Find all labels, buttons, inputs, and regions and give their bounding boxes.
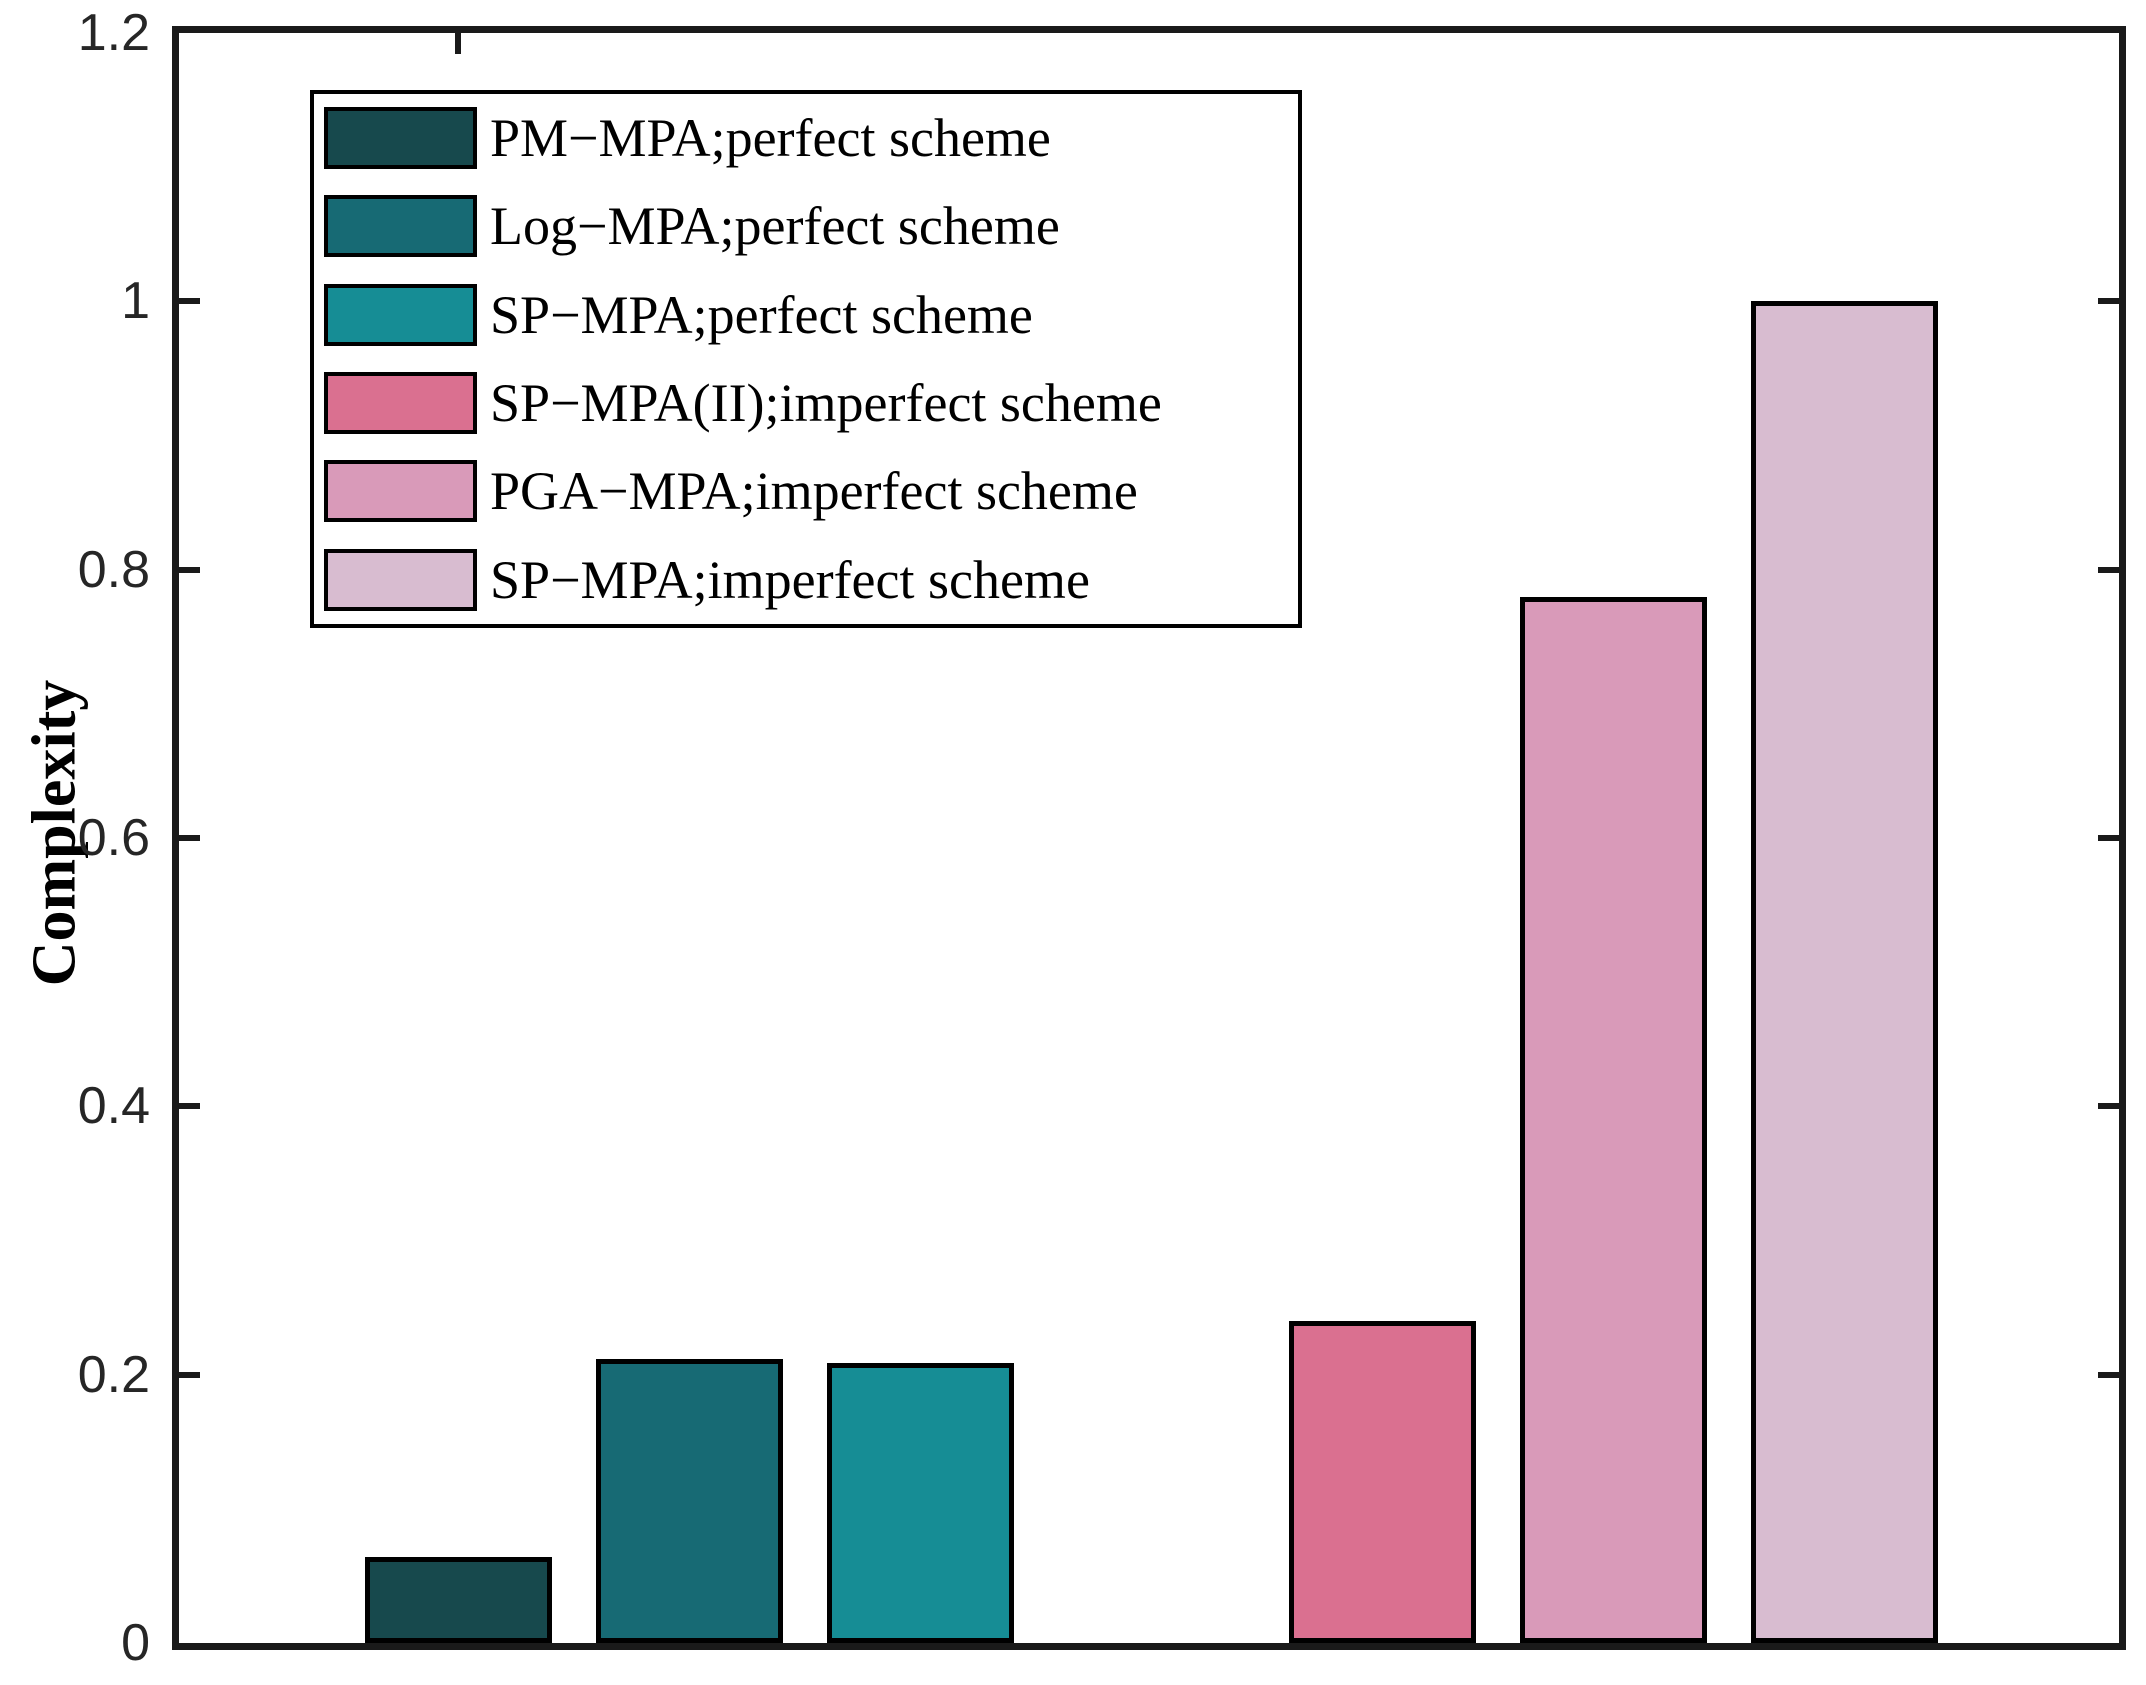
legend-swatch-2 [324,195,477,258]
y-tick-right [2098,835,2119,841]
y-tick-label-0.8: 0.8 [77,540,150,599]
legend-swatch-1 [324,107,477,170]
plot-area [179,33,2119,1643]
bar-6 [1750,301,1938,1643]
y-tick-label-0: 0 [121,1614,150,1672]
legend-label-6: SP−MPA;imperfect scheme [490,549,1090,610]
y-tick-label-0.6: 0.6 [77,809,150,867]
bar-3 [826,1362,1014,1643]
legend-row-2: Log−MPA;perfect scheme [324,195,1298,258]
y-tick-right [2098,566,2119,573]
legend-row-3: SP−MPA;perfect scheme [324,283,1298,346]
bar-2 [595,1358,783,1643]
legend-label-3: SP−MPA;perfect scheme [490,284,1033,345]
legend-swatch-6 [324,548,477,611]
y-tick-left [179,298,200,305]
legend-box: PM−MPA;perfect scheme Log−MPA;perfect sch… [310,90,1302,628]
y-tick-right [2098,298,2119,305]
y-tick-left [179,1103,200,1110]
legend-swatch-4 [324,372,477,435]
y-tick-left [179,1371,200,1378]
y-tick-label-1.2: 1.2 [77,4,150,62]
y-tick-left [179,566,200,573]
y-tick-label-1: 1 [121,272,150,331]
legend-label-4: SP−MPA(II);imperfect scheme [490,373,1162,434]
legend-row-5: PGA−MPA;imperfect scheme [324,460,1298,523]
legend-swatch-5 [324,460,477,523]
bar-5 [1519,596,1707,1643]
bar-1 [364,1557,552,1643]
legend-label-5: PGA−MPA;imperfect scheme [490,461,1138,522]
y-tick-right [2098,1103,2119,1110]
y-tick-label-0.4: 0.4 [77,1077,150,1136]
legend-label-2: Log−MPA;perfect scheme [490,196,1060,257]
legend-row-1: PM−MPA;perfect scheme [324,107,1298,170]
legend-row-4: SP−MPA(II);imperfect scheme [324,372,1298,435]
bar-4 [1288,1321,1476,1643]
y-tick-right [2098,1371,2119,1378]
x-tick-top [455,33,462,54]
legend-label-1: PM−MPA;perfect scheme [490,108,1051,169]
legend-row-6: SP−MPA;imperfect scheme [324,548,1298,611]
y-tick-label-0.2: 0.2 [77,1345,150,1404]
y-tick-left [179,835,200,841]
legend-swatch-3 [324,283,477,346]
